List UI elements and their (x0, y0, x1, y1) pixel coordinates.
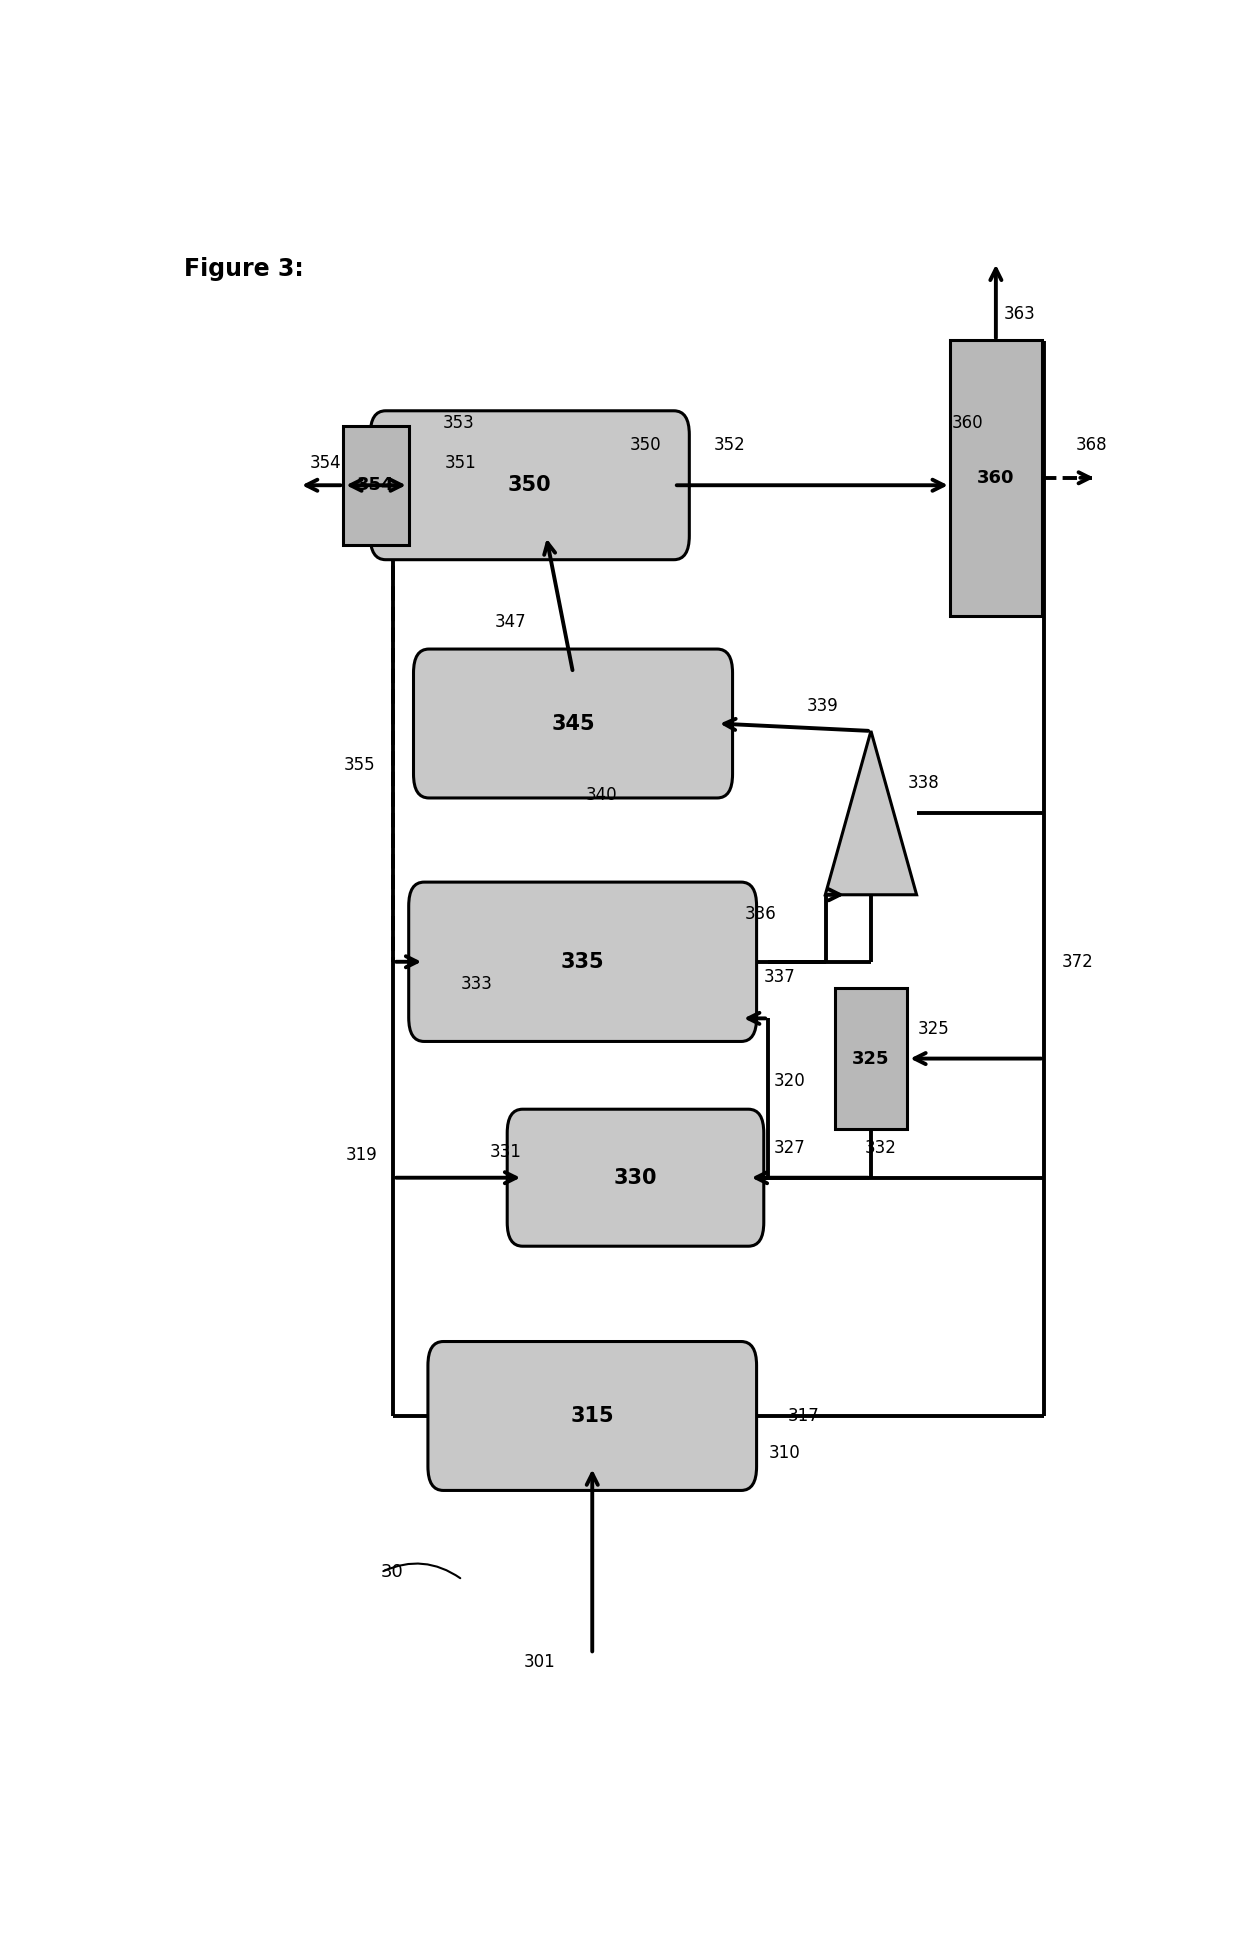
Text: 339: 339 (807, 696, 838, 716)
FancyBboxPatch shape (835, 988, 906, 1129)
Text: 337: 337 (764, 967, 796, 986)
Text: 360: 360 (951, 414, 983, 431)
Text: 372: 372 (1061, 953, 1094, 971)
FancyBboxPatch shape (507, 1110, 764, 1245)
Polygon shape (826, 731, 916, 895)
Text: 30: 30 (381, 1563, 403, 1582)
Text: 332: 332 (864, 1139, 897, 1157)
Text: 317: 317 (787, 1406, 820, 1425)
Text: 353: 353 (443, 414, 475, 431)
Text: 340: 340 (587, 785, 618, 805)
Text: 354: 354 (309, 454, 341, 472)
Text: 355: 355 (343, 756, 376, 774)
Text: 325: 325 (918, 1019, 950, 1039)
FancyBboxPatch shape (950, 340, 1042, 615)
FancyBboxPatch shape (371, 410, 689, 559)
Text: 350: 350 (629, 435, 661, 454)
Text: 315: 315 (570, 1406, 614, 1425)
Text: 327: 327 (774, 1139, 805, 1157)
Text: 335: 335 (560, 952, 604, 971)
Text: 368: 368 (1076, 435, 1107, 454)
FancyBboxPatch shape (343, 425, 409, 545)
Text: 319: 319 (346, 1147, 377, 1164)
Text: 338: 338 (908, 774, 940, 793)
Text: 325: 325 (852, 1050, 889, 1068)
FancyBboxPatch shape (413, 650, 733, 799)
Text: 352: 352 (714, 435, 745, 454)
Text: 331: 331 (490, 1143, 522, 1162)
Text: 336: 336 (744, 905, 776, 923)
Text: 301: 301 (523, 1654, 556, 1671)
Text: Figure 3:: Figure 3: (184, 257, 304, 280)
Text: 310: 310 (769, 1445, 800, 1462)
Text: 354: 354 (357, 476, 394, 495)
Text: 333: 333 (461, 975, 492, 994)
Text: 320: 320 (774, 1071, 805, 1091)
Text: 360: 360 (977, 468, 1014, 487)
FancyBboxPatch shape (409, 882, 756, 1040)
Text: 330: 330 (614, 1168, 657, 1187)
Text: 350: 350 (508, 476, 552, 495)
Text: 351: 351 (445, 454, 476, 472)
FancyBboxPatch shape (428, 1342, 756, 1491)
Text: 347: 347 (495, 613, 527, 630)
Text: 345: 345 (552, 714, 595, 733)
Text: 363: 363 (1004, 306, 1035, 323)
